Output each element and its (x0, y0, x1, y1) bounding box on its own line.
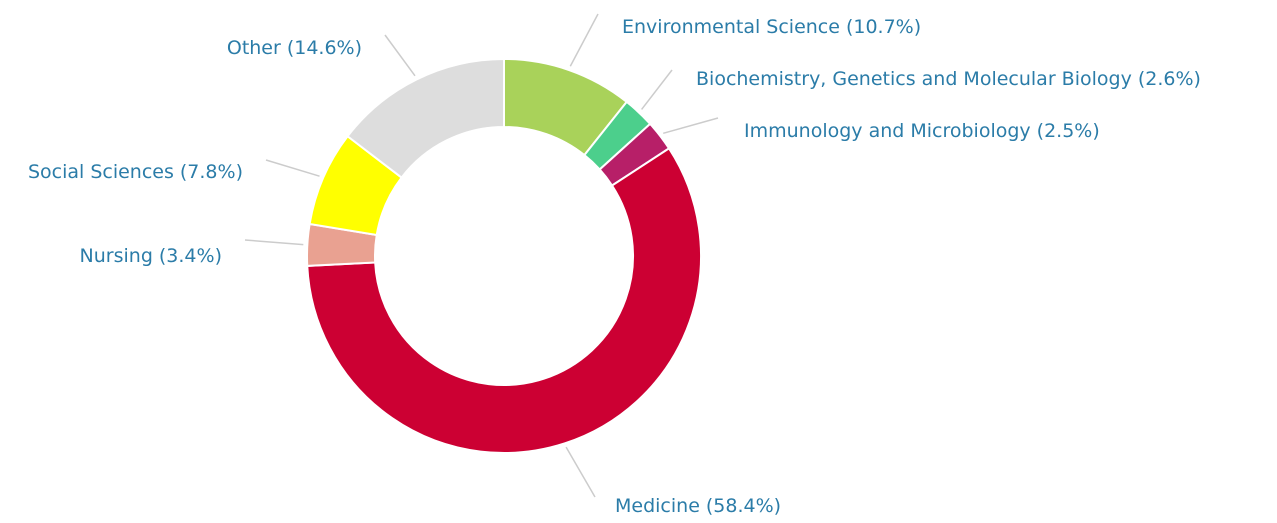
label-value: (2.6%) (1138, 68, 1201, 90)
slice-label: Other (14.6%) (227, 37, 362, 59)
slice (306, 146, 702, 454)
label-name: Nursing (80, 245, 153, 267)
label-name: Medicine (615, 495, 700, 517)
slice-label: Social Sciences (7.8%) (28, 161, 243, 183)
label-value: (10.7%) (846, 16, 921, 38)
slice-label: Biochemistry, Genetics and Molecular Bio… (696, 68, 1201, 90)
slice-label: Immunology and Microbiology (2.5%) (744, 120, 1100, 142)
label-name: Other (227, 37, 281, 59)
label-value: (2.5%) (1037, 120, 1100, 142)
label-value: (58.4%) (706, 495, 781, 517)
label-value: (14.6%) (287, 37, 362, 59)
label-name: Environmental Science (622, 16, 840, 38)
leader-line (265, 159, 320, 177)
label-value: (7.8%) (180, 161, 243, 183)
label-name: Biochemistry, Genetics and Molecular Bio… (696, 68, 1132, 90)
slice-label: Environmental Science (10.7%) (622, 16, 921, 38)
label-name: Social Sciences (28, 161, 174, 183)
label-name: Immunology and Microbiology (744, 120, 1031, 142)
leader-line (640, 69, 673, 110)
slice-label: Medicine (58.4%) (615, 495, 781, 517)
label-value: (3.4%) (159, 245, 222, 267)
leader-line (569, 13, 599, 67)
slice-label: Nursing (3.4%) (80, 245, 222, 267)
leader-line (565, 446, 596, 498)
leader-line (384, 34, 416, 77)
slice (346, 57, 505, 179)
leader-line (244, 239, 304, 246)
leader-line (663, 117, 719, 135)
